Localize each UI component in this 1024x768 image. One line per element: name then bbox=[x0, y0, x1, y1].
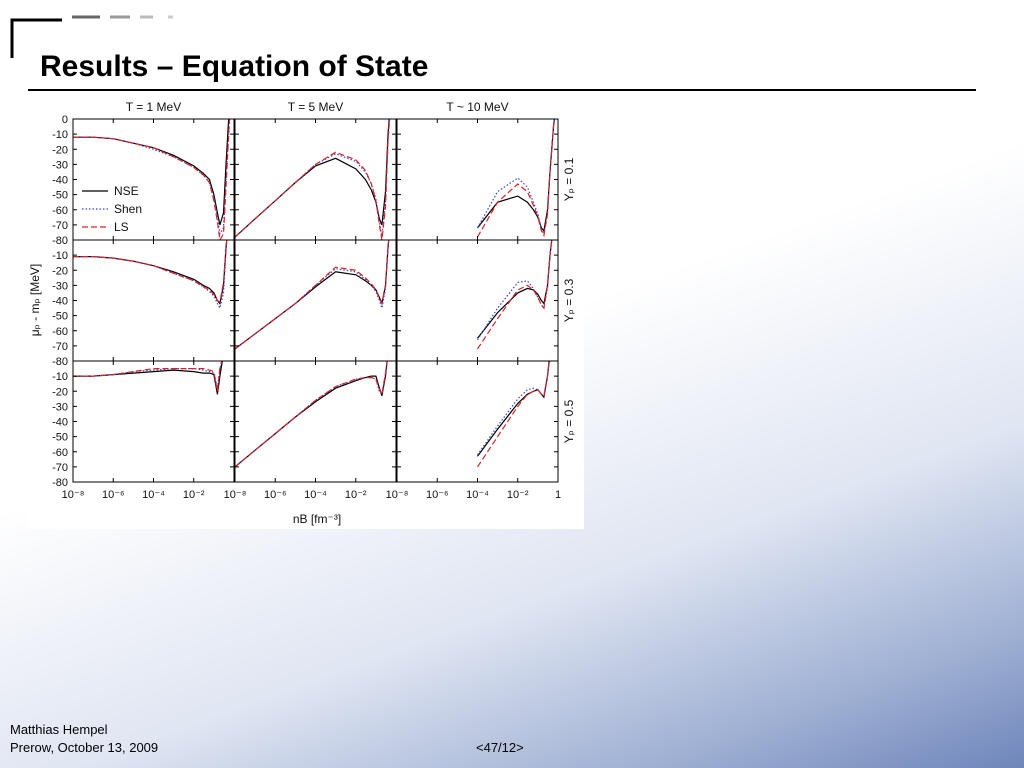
venue: Prerow, October 13, 2009 bbox=[10, 740, 159, 755]
y-tick-label: -20 bbox=[52, 144, 68, 156]
series-line bbox=[73, 361, 223, 395]
y-tick-label: -70 bbox=[52, 341, 68, 353]
y-tick-label: -40 bbox=[52, 296, 68, 308]
x-tick-label: 10⁻⁴ bbox=[466, 489, 489, 501]
y-tick-label: -40 bbox=[52, 175, 68, 187]
x-tick-label: 10⁻⁶ bbox=[102, 489, 125, 501]
series-line bbox=[73, 240, 228, 303]
series-line bbox=[73, 119, 231, 240]
y-tick-label: -30 bbox=[52, 401, 68, 413]
series-line bbox=[235, 119, 391, 240]
y-tick-label: -70 bbox=[52, 220, 68, 232]
row-label: Yₚ = 0.3 bbox=[562, 278, 576, 322]
y-tick-label: -60 bbox=[52, 447, 68, 459]
y-tick-label: -10 bbox=[52, 371, 68, 383]
y-tick-label: -50 bbox=[52, 432, 68, 444]
y-tick-label: -80 bbox=[52, 235, 68, 247]
x-tick-label: 1 bbox=[555, 489, 561, 501]
column-title: T ~ 10 MeV bbox=[446, 100, 508, 114]
series-line bbox=[235, 240, 390, 350]
series-line bbox=[477, 361, 550, 468]
series-line bbox=[477, 240, 553, 350]
y-tick-label: 0 bbox=[62, 114, 68, 126]
legend-label: NSE bbox=[114, 184, 139, 198]
series-line bbox=[477, 240, 553, 339]
x-tick-label: 10⁻⁶ bbox=[264, 489, 287, 501]
y-tick-label: -50 bbox=[52, 190, 68, 202]
y-tick-label: -80 bbox=[52, 356, 68, 368]
y-tick-label: -40 bbox=[52, 417, 68, 429]
y-tick-label: -50 bbox=[52, 311, 68, 323]
x-tick-label: 10⁻⁸ bbox=[224, 489, 247, 501]
author: Matthias Hempel bbox=[10, 722, 108, 737]
slide-title: Results – Equation of State bbox=[40, 50, 429, 83]
x-tick-label: 10⁻⁴ bbox=[304, 489, 327, 501]
y-tick-label: -10 bbox=[52, 250, 68, 262]
row-label: Yₚ = 0.5 bbox=[562, 399, 576, 443]
x-tick-label: 10⁻² bbox=[183, 489, 205, 501]
column-title: T = 5 MeV bbox=[288, 100, 343, 114]
x-tick-label: 10⁻⁸ bbox=[62, 489, 85, 501]
y-tick-label: -80 bbox=[52, 477, 68, 489]
series-line bbox=[477, 361, 550, 456]
y-tick-label: -30 bbox=[52, 280, 68, 292]
chart-background bbox=[28, 95, 584, 529]
x-tick-label: 10⁻⁶ bbox=[426, 489, 449, 501]
series-line bbox=[235, 361, 388, 468]
legend-label: LS bbox=[114, 220, 129, 234]
page-number: <47/12> bbox=[476, 740, 524, 755]
x-tick-label: 10⁻⁸ bbox=[386, 489, 409, 501]
y-tick-label: -70 bbox=[52, 462, 68, 474]
y-tick-label: -30 bbox=[52, 159, 68, 171]
row-label: Yₚ = 0.1 bbox=[562, 157, 576, 201]
series-line bbox=[73, 361, 223, 392]
x-tick-label: 10⁻² bbox=[507, 489, 529, 501]
x-tick-label: 10⁻⁴ bbox=[142, 489, 165, 501]
corner-mark bbox=[10, 18, 62, 58]
x-tick-label: 10⁻² bbox=[345, 489, 367, 501]
chart: -80 -70 -60 -50 -40 -30 -20 -10 0 -80 -70 -60 -50 -40… bbox=[28, 95, 584, 529]
column-title: T = 1 MeV bbox=[126, 100, 181, 114]
legend-label: Shen bbox=[114, 202, 142, 216]
series-line bbox=[476, 119, 556, 238]
series-line bbox=[73, 361, 223, 389]
x-axis-label: nB [fm⁻³] bbox=[293, 512, 341, 526]
y-tick-label: -20 bbox=[52, 265, 68, 277]
y-tick-label: -60 bbox=[52, 205, 68, 217]
y-tick-label: -20 bbox=[52, 386, 68, 398]
y-tick-label: -10 bbox=[52, 129, 68, 141]
y-tick-label: -60 bbox=[52, 326, 68, 338]
y-axis-label: μₚ - mₚ [MeV] bbox=[28, 264, 42, 337]
